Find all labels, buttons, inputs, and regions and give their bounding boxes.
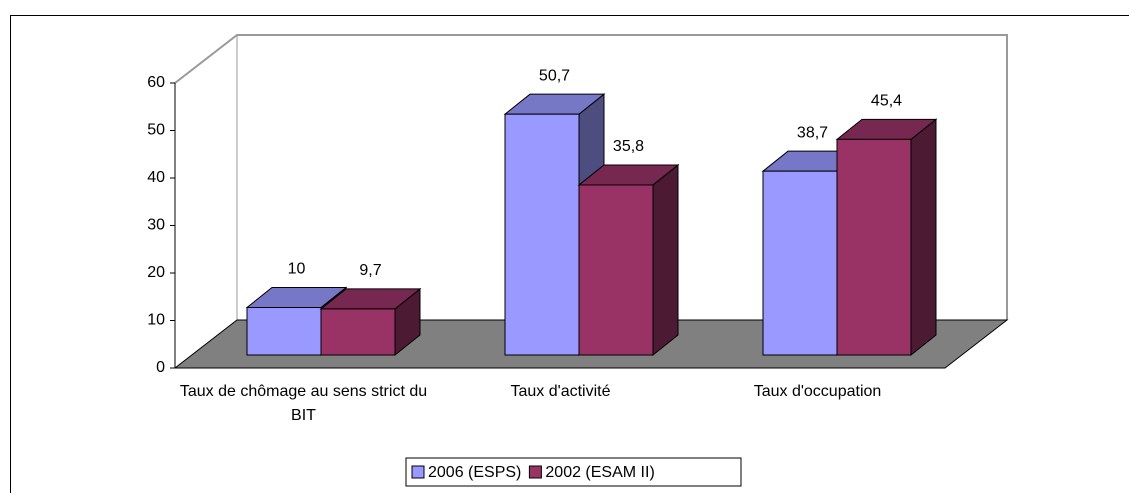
bar (578, 184, 654, 356)
legend-swatch (528, 465, 542, 479)
bar-side (910, 118, 937, 357)
y-tick-label: 0 (156, 359, 165, 376)
value-label: 50,7 (539, 67, 570, 84)
value-label: 35,8 (613, 138, 644, 155)
back-wall (174, 34, 1008, 320)
legend-label: 2006 (ESPS) (428, 464, 521, 481)
chart-frame (10, 15, 1129, 493)
value-label: 9,7 (359, 262, 381, 279)
bar (246, 307, 322, 356)
y-tick-label: 10 (147, 312, 165, 329)
value-label: 38,7 (797, 124, 828, 141)
bar (836, 138, 912, 356)
y-tick-label: 50 (147, 122, 165, 139)
bar (504, 113, 580, 356)
x-tick-label: Taux d'activité (510, 383, 611, 400)
legend-box (405, 457, 742, 487)
bar-side (652, 163, 679, 357)
x-tick-label: Taux de chômage au sens strict du BIT (179, 383, 428, 424)
y-tick-label: 40 (147, 169, 165, 186)
legend-swatch (411, 465, 425, 479)
bar (320, 308, 396, 356)
x-tick-label: Taux d'occupation (753, 383, 882, 400)
value-label: 45,4 (871, 93, 902, 110)
y-tick-label: 20 (147, 264, 165, 281)
y-tick-label: 30 (147, 217, 165, 234)
bar (762, 170, 838, 356)
value-label: 10 (288, 261, 306, 278)
y-tick-label: 60 (147, 74, 165, 91)
legend-label: 2002 (ESAM II) (545, 464, 654, 481)
